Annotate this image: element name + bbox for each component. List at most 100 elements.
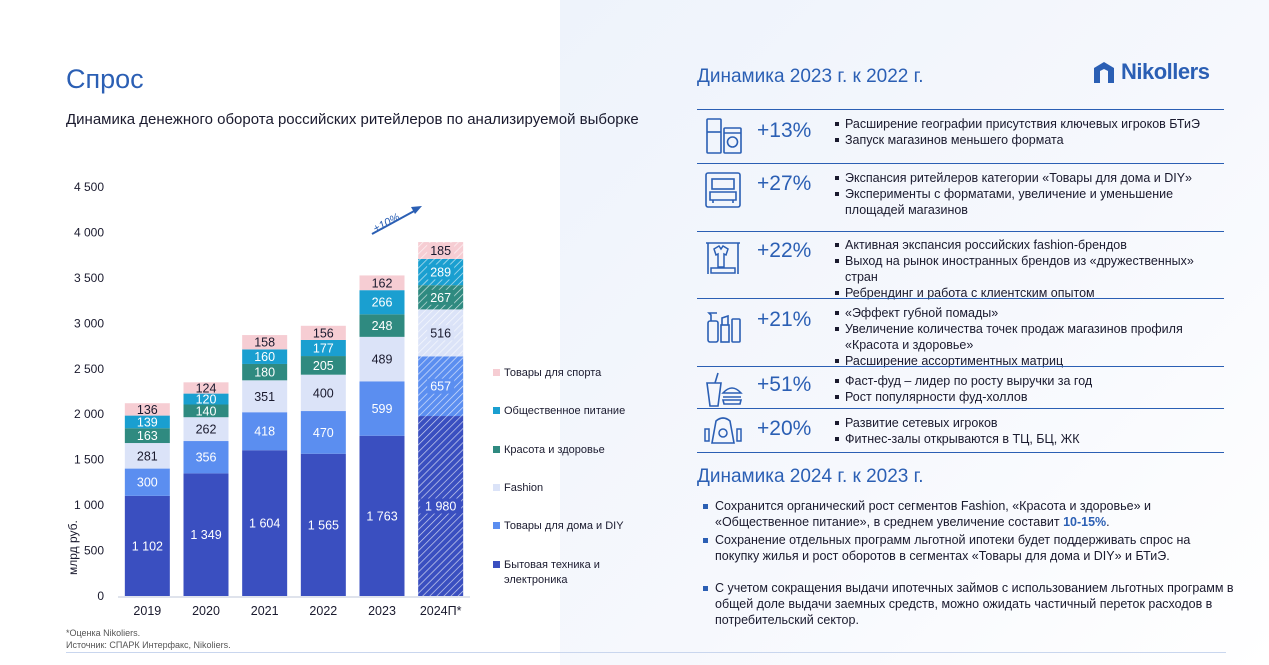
- data-label: 516: [430, 326, 451, 340]
- growth-bullets: Расширение географии присутствия ключевы…: [835, 116, 1220, 148]
- data-label: 162: [372, 276, 393, 290]
- x-tick-label: 2023: [368, 604, 396, 618]
- growth-annotation: +10%: [371, 211, 402, 235]
- data-label: 289: [430, 266, 451, 280]
- bullet-item: Расширение географии присутствия ключевы…: [835, 116, 1220, 132]
- x-tick-label: 2020: [192, 604, 220, 618]
- x-tick-label: 2024П*: [420, 604, 462, 618]
- forecast-bullet: Сохранение отдельных программ льготной и…: [703, 532, 1235, 564]
- bullet-item: Выход на рынок иностранных брендов из «д…: [835, 253, 1220, 285]
- bullet-item: «Эффект губной помады»: [835, 305, 1220, 321]
- background-panel: [560, 0, 1269, 665]
- bar-segment: [359, 314, 405, 337]
- bar-segment: [124, 495, 170, 596]
- bar-segment: [183, 441, 229, 474]
- bar-segment: [359, 290, 405, 315]
- data-label: 140: [196, 404, 217, 418]
- bar-segment: [242, 412, 288, 451]
- growth-row: +21% «Эффект губной помады» Увеличение кол…: [697, 298, 1224, 369]
- growth-percent: +20%: [757, 417, 812, 440]
- bar-segment: [300, 325, 346, 340]
- legend-label: Бытовая техника и электроника: [504, 559, 600, 586]
- forecast-label-bg: [427, 289, 455, 305]
- bullet-tail: .: [1106, 515, 1110, 529]
- data-label: 300: [137, 476, 158, 490]
- bullet-text: С учетом сокращения выдачи ипотечных зай…: [715, 581, 1234, 627]
- data-label: 156: [313, 326, 334, 340]
- chart-subtitle: Динамика денежного оборота российских ри…: [66, 111, 639, 128]
- legend-label: Товары для спорта: [504, 367, 602, 379]
- data-label: 1 763: [366, 509, 397, 523]
- data-label: 1 604: [249, 517, 280, 531]
- growth-percent: +51%: [757, 373, 812, 396]
- growth-percent: +22%: [757, 239, 812, 262]
- data-label: 124: [196, 381, 217, 395]
- legend-swatch: [493, 446, 500, 453]
- legend-label: Красота и здоровье: [504, 444, 605, 456]
- growth-percent: +27%: [757, 172, 812, 195]
- y-tick-label: 1 000: [74, 498, 104, 512]
- bullet-item: Развитие сетевых игроков: [835, 415, 1220, 431]
- data-label: 185: [430, 244, 451, 258]
- y-tick-label: 4 000: [74, 225, 104, 239]
- fast-food-icon: [703, 369, 743, 414]
- bullet-item: Расширение ассортиментных матриц: [835, 353, 1220, 369]
- dumbbell-icon: [703, 411, 743, 456]
- data-label: 1 980: [425, 500, 456, 514]
- data-label: 163: [137, 429, 158, 443]
- bullet-item: Эксперименты с форматами, увеличение и у…: [835, 186, 1220, 218]
- cosmetics-icon: [703, 305, 743, 350]
- growth-bullets: Развитие сетевых игроков Фитнес-залы откр…: [835, 415, 1220, 447]
- legend-label: Fashion: [504, 482, 544, 494]
- data-label: 1 565: [308, 518, 339, 532]
- bullet-item: Активная экспансия российских fashion-бр…: [835, 237, 1220, 253]
- data-label: 136: [137, 403, 158, 417]
- growth-bullets: Активная экспансия российских fashion-бр…: [835, 237, 1220, 301]
- bottom-divider: [66, 652, 1226, 653]
- section-2024-title: Динамика 2024 г. к 2023 г.: [697, 466, 924, 487]
- forecast-label-bg: [427, 325, 455, 341]
- data-label: 266: [372, 296, 393, 310]
- y-tick-label: 0: [97, 589, 104, 603]
- y-tick-label: 3 500: [74, 271, 104, 285]
- bar-segment: [300, 411, 346, 454]
- bar-segment: [359, 435, 405, 596]
- data-label: 262: [196, 423, 217, 437]
- data-label: 1 102: [132, 539, 163, 553]
- bar-segment: [300, 356, 346, 375]
- data-label: 418: [254, 425, 275, 439]
- growth-arrow-head: [411, 206, 422, 214]
- growth-row: +20% Развитие сетевых игроков Фитнес-залы …: [697, 408, 1224, 453]
- page-title: Спрос: [66, 64, 144, 94]
- bar-segment: [242, 380, 288, 413]
- forecast-label-bg: [427, 242, 455, 258]
- forecast-label-bg: [427, 264, 455, 280]
- bar-segment: [242, 349, 288, 364]
- legend-swatch: [493, 407, 500, 414]
- data-label: 120: [196, 393, 217, 407]
- growth-row: +13% Расширение географии присутствия клю…: [697, 109, 1224, 164]
- bullet-item: Фаст-фуд – лидер по росту выручки за год: [835, 373, 1220, 389]
- data-label: 160: [254, 350, 275, 364]
- company-logo: Nikollers: [1093, 58, 1210, 86]
- bullet-item: Фитнес-залы открываются в ТЦ, БЦ, ЖК: [835, 431, 1220, 447]
- bar-segment: [242, 335, 288, 350]
- bar-segment: [124, 403, 170, 416]
- bullet-item: Экспансия ритейлеров категории «Товары д…: [835, 170, 1220, 186]
- bullet-highlight: 10-15%: [1063, 515, 1107, 529]
- growth-row: +51% Фаст-фуд – лидер по росту выручки за…: [697, 366, 1224, 409]
- growth-arrow: [371, 209, 417, 235]
- bar-segment: [183, 417, 229, 442]
- bullet-item: Ребрендинг и работа с клиентским опытом: [835, 285, 1220, 301]
- legend-label: Общественное питание: [504, 405, 626, 417]
- logo-text: Nikollers: [1121, 59, 1210, 84]
- data-label: 180: [254, 366, 275, 380]
- bar-segment: [242, 450, 288, 596]
- y-tick-label: 4 500: [74, 180, 104, 194]
- bar-segment: [183, 404, 229, 418]
- logo-mark-icon: [1094, 62, 1114, 83]
- growth-bullets: Экспансия ритейлеров категории «Товары д…: [835, 170, 1220, 218]
- data-label: 158: [254, 336, 275, 350]
- legend-swatch: [493, 484, 500, 491]
- growth-percent: +13%: [757, 119, 812, 142]
